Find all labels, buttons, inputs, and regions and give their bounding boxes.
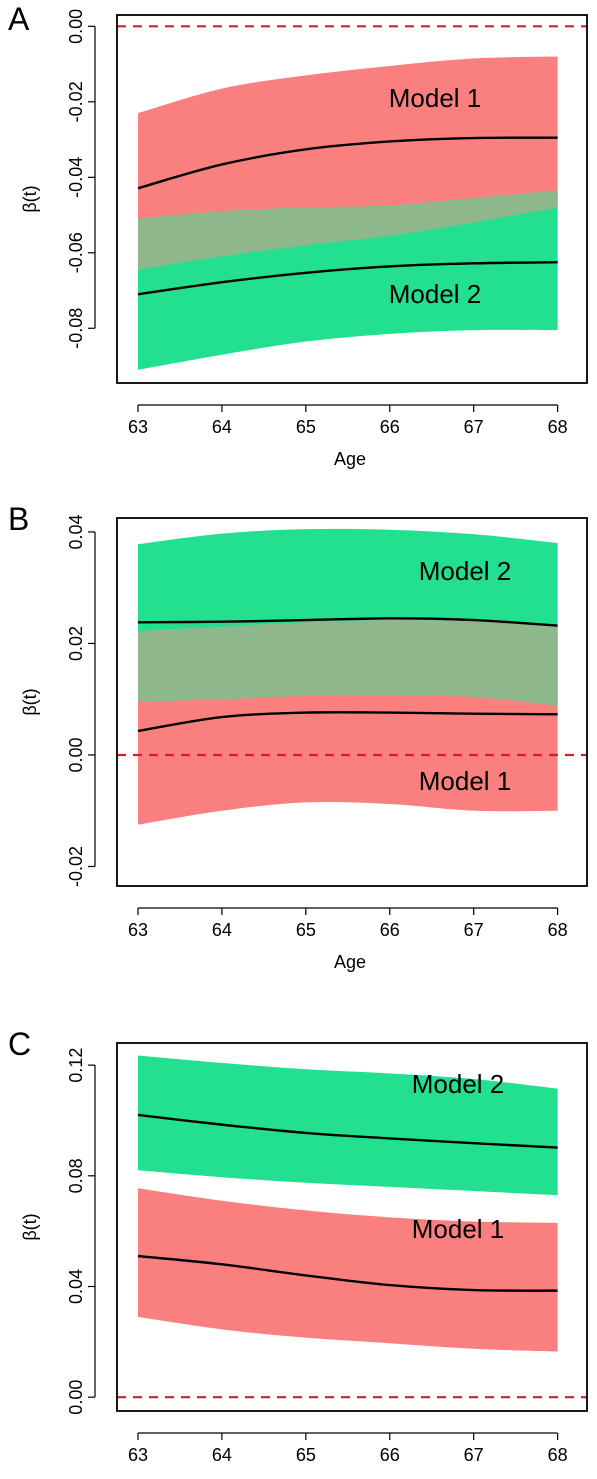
series-label-model-2: Model 2	[412, 1069, 505, 1099]
series-label-model-1: Model 1	[419, 766, 512, 796]
chart-panel-a: 63 64 65 66 67 68 0.00 -0.02 -0.04 -0.06 -0.08 Age β…	[8, 1, 588, 469]
x-tick-label: 63	[128, 920, 148, 940]
x-tick-label: 65	[296, 1445, 316, 1465]
y-tick-label: 0.12	[66, 1048, 86, 1083]
x-axis-title: Age	[334, 1477, 366, 1479]
plot-area	[117, 528, 587, 825]
x-tick-label: 63	[128, 417, 148, 437]
x-tick-label: 67	[464, 920, 484, 940]
confidence-band-model-1	[137, 1188, 558, 1352]
x-tick-label: 64	[212, 920, 232, 940]
panel-letter: C	[8, 1026, 31, 1062]
confidence-band-model-2	[137, 1055, 558, 1196]
panel-letter: B	[8, 501, 29, 537]
x-tick-label: 68	[548, 1445, 568, 1465]
estimate-line-model-1	[137, 711, 558, 733]
series-label-model-1: Model 1	[389, 83, 482, 113]
x-tick-label: 65	[296, 417, 316, 437]
y-tick-label: -0.02	[66, 81, 86, 122]
y-tick-label: 0.00	[66, 1380, 86, 1415]
x-tick-label: 66	[380, 920, 400, 940]
y-axis-title: β(t)	[20, 688, 40, 715]
y-tick-label: -0.06	[66, 232, 86, 273]
chart-panel-c: 63 64 65 66 67 68 0.12 0.08 0.04 0.00 Age β(t) C Mode…	[8, 1026, 588, 1479]
plot-area	[117, 1055, 587, 1399]
chart-panel-b: 63 64 65 66 67 68 0.04 0.02 0.00 -0.02 Age β(t) B Mod…	[8, 501, 588, 972]
y-axis-title: β(t)	[20, 185, 40, 212]
plot-frame	[116, 517, 588, 887]
estimate-line-model-1	[137, 1254, 558, 1292]
panel-letter: A	[8, 1, 30, 37]
band-overlap	[137, 619, 558, 706]
x-tick-label: 66	[380, 417, 400, 437]
plot-area	[117, 25, 587, 370]
y-tick-label: 0.02	[66, 626, 86, 661]
x-tick-label: 64	[212, 417, 232, 437]
series-label-model-2: Model 2	[419, 556, 512, 586]
estimate-line-model-2	[137, 261, 558, 296]
x-axis-title: Age	[334, 952, 366, 972]
y-tick-label: 0.00	[66, 737, 86, 772]
x-tick-label: 68	[548, 417, 568, 437]
x-tick-label: 68	[548, 920, 568, 940]
series-label-model-2: Model 2	[389, 279, 482, 309]
y-tick-label: -0.08	[66, 308, 86, 349]
estimate-line-model-2	[137, 1113, 558, 1149]
x-axis-title: Age	[334, 449, 366, 469]
y-tick-label: 0.08	[66, 1158, 86, 1193]
y-tick-label: -0.04	[66, 157, 86, 198]
x-tick-label: 65	[296, 920, 316, 940]
x-tick-label: 67	[464, 417, 484, 437]
plot-frame	[116, 1042, 588, 1412]
x-tick-label: 67	[464, 1445, 484, 1465]
y-tick-label: 0.00	[66, 9, 86, 44]
plot-frame	[116, 14, 588, 384]
y-tick-label: 0.04	[66, 1269, 86, 1304]
x-tick-label: 66	[380, 1445, 400, 1465]
y-tick-label: -0.02	[66, 846, 86, 887]
y-axis-title: β(t)	[20, 1213, 40, 1240]
y-tick-label: 0.04	[66, 514, 86, 549]
estimate-line-model-2	[137, 617, 558, 627]
x-tick-label: 64	[212, 1445, 232, 1465]
estimate-line-model-1	[137, 136, 558, 190]
series-label-model-1: Model 1	[412, 1214, 505, 1244]
x-tick-label: 63	[128, 1445, 148, 1465]
